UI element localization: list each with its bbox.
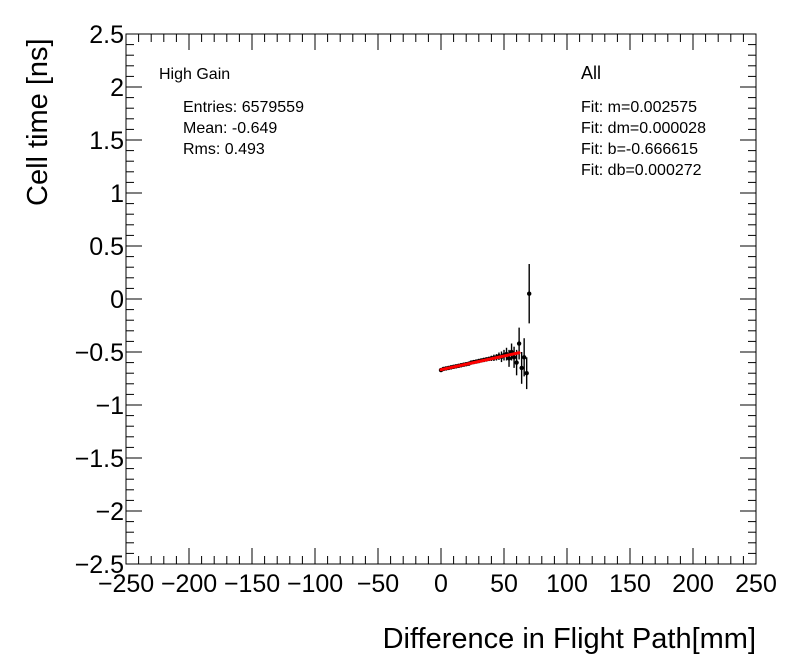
y-tick-label: −1.5 <box>75 445 124 473</box>
fit-segment <box>439 351 521 372</box>
x-tick-label: 250 <box>735 570 777 598</box>
fit-dm: Fit: dm=0.000028 <box>581 120 706 137</box>
y-tick-label: 1.5 <box>89 127 124 155</box>
x-tick-label: 150 <box>609 570 651 598</box>
data-point <box>511 355 517 360</box>
entries-stat: Entries: 6579559 <box>183 99 304 116</box>
data-point <box>521 355 527 360</box>
x-axis-label: Difference in Flight Path[mm] <box>383 623 756 655</box>
y-tick-label: −0.5 <box>75 339 124 367</box>
x-tick-labels: −250 −200 −150 −100 −50 0 50 100 150 200 250 <box>98 570 777 598</box>
fit-b: Fit: b=-0.666615 <box>581 141 698 158</box>
data-point <box>527 291 532 296</box>
x-tick-label: −100 <box>287 570 343 598</box>
y-tick-label: −2.5 <box>75 551 124 579</box>
x-tick-label: 0 <box>434 570 448 598</box>
fit-db: Fit: db=0.000272 <box>581 162 702 179</box>
x-tick-label: −150 <box>224 570 280 598</box>
data-point <box>514 360 519 365</box>
y-axis-label: Cell time [ns] <box>22 38 54 206</box>
x-tick-label: −50 <box>357 570 399 598</box>
x-tick-label: 100 <box>546 570 588 598</box>
data-point <box>516 341 522 346</box>
gain-label: High Gain <box>159 66 230 83</box>
error-bars <box>439 264 531 390</box>
x-tick-label: 50 <box>490 570 518 598</box>
y-tick-label: −2 <box>95 498 124 526</box>
y-tick-label: −1 <box>95 392 124 420</box>
selection-label: All <box>581 63 601 83</box>
y-tick-label: 1 <box>110 180 124 208</box>
data-point <box>519 365 524 371</box>
axis-ticks <box>125 33 757 565</box>
y-tick-label: 0 <box>110 286 124 314</box>
y-tick-label: 2.5 <box>89 21 124 49</box>
fit-m: Fit: m=0.002575 <box>581 99 697 116</box>
data-points <box>438 291 532 376</box>
fit-line <box>439 351 521 372</box>
x-tick-label: −250 <box>98 570 154 598</box>
mean-stat: Mean: -0.649 <box>183 120 277 137</box>
y-tick-label: 0.5 <box>89 233 124 261</box>
x-tick-label: 200 <box>672 570 714 598</box>
data-point <box>506 356 512 361</box>
data-point <box>524 371 529 376</box>
x-tick-label: −200 <box>161 570 217 598</box>
y-tick-label: 2 <box>110 74 124 102</box>
rms-stat: Rms: 0.493 <box>183 141 265 158</box>
y-tick-labels: −2.5 −2 −1.5 −1 −0.5 0 0.5 1 1.5 2 2.5 <box>75 21 124 579</box>
